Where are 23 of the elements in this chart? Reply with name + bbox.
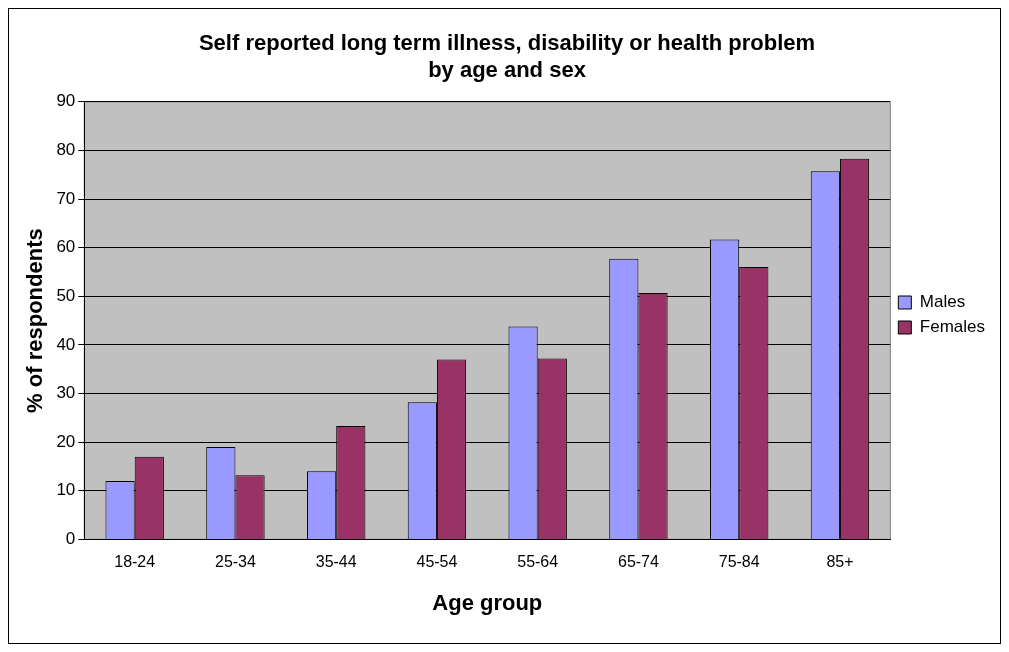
y-tick-label: 30 (56, 383, 76, 403)
y-tick-label: 60 (56, 237, 76, 257)
y-tick-label: 90 (56, 91, 76, 111)
y-tick-label: 50 (56, 285, 76, 305)
y-tick-label: 20 (56, 431, 76, 451)
x-tick-label: 18-24 (114, 553, 156, 571)
x-tick-label: 45-54 (416, 553, 458, 571)
x-tick-label: 85+ (826, 553, 854, 571)
y-axis-title: % of respondents (22, 228, 48, 413)
x-tick-label: 65-74 (617, 553, 659, 571)
chart-title: Self reported long term illness, disability or health problem by age and sex (198, 30, 816, 82)
x-axis-title: Age group (432, 589, 543, 615)
y-tick-label: 80 (56, 140, 76, 160)
y-tick-label: 70 (56, 188, 76, 208)
x-tick-label: 25-34 (214, 553, 256, 571)
x-tick-label: 55-64 (517, 553, 559, 571)
legend-label: Females (919, 317, 985, 337)
legend-label: Males (919, 292, 966, 312)
x-tick-label: 35-44 (315, 553, 357, 571)
y-tick-label: 0 (65, 529, 76, 549)
y-tick-label: 40 (56, 334, 76, 354)
y-tick-label: 10 (56, 480, 76, 500)
x-tick-label: 75-84 (718, 553, 760, 571)
